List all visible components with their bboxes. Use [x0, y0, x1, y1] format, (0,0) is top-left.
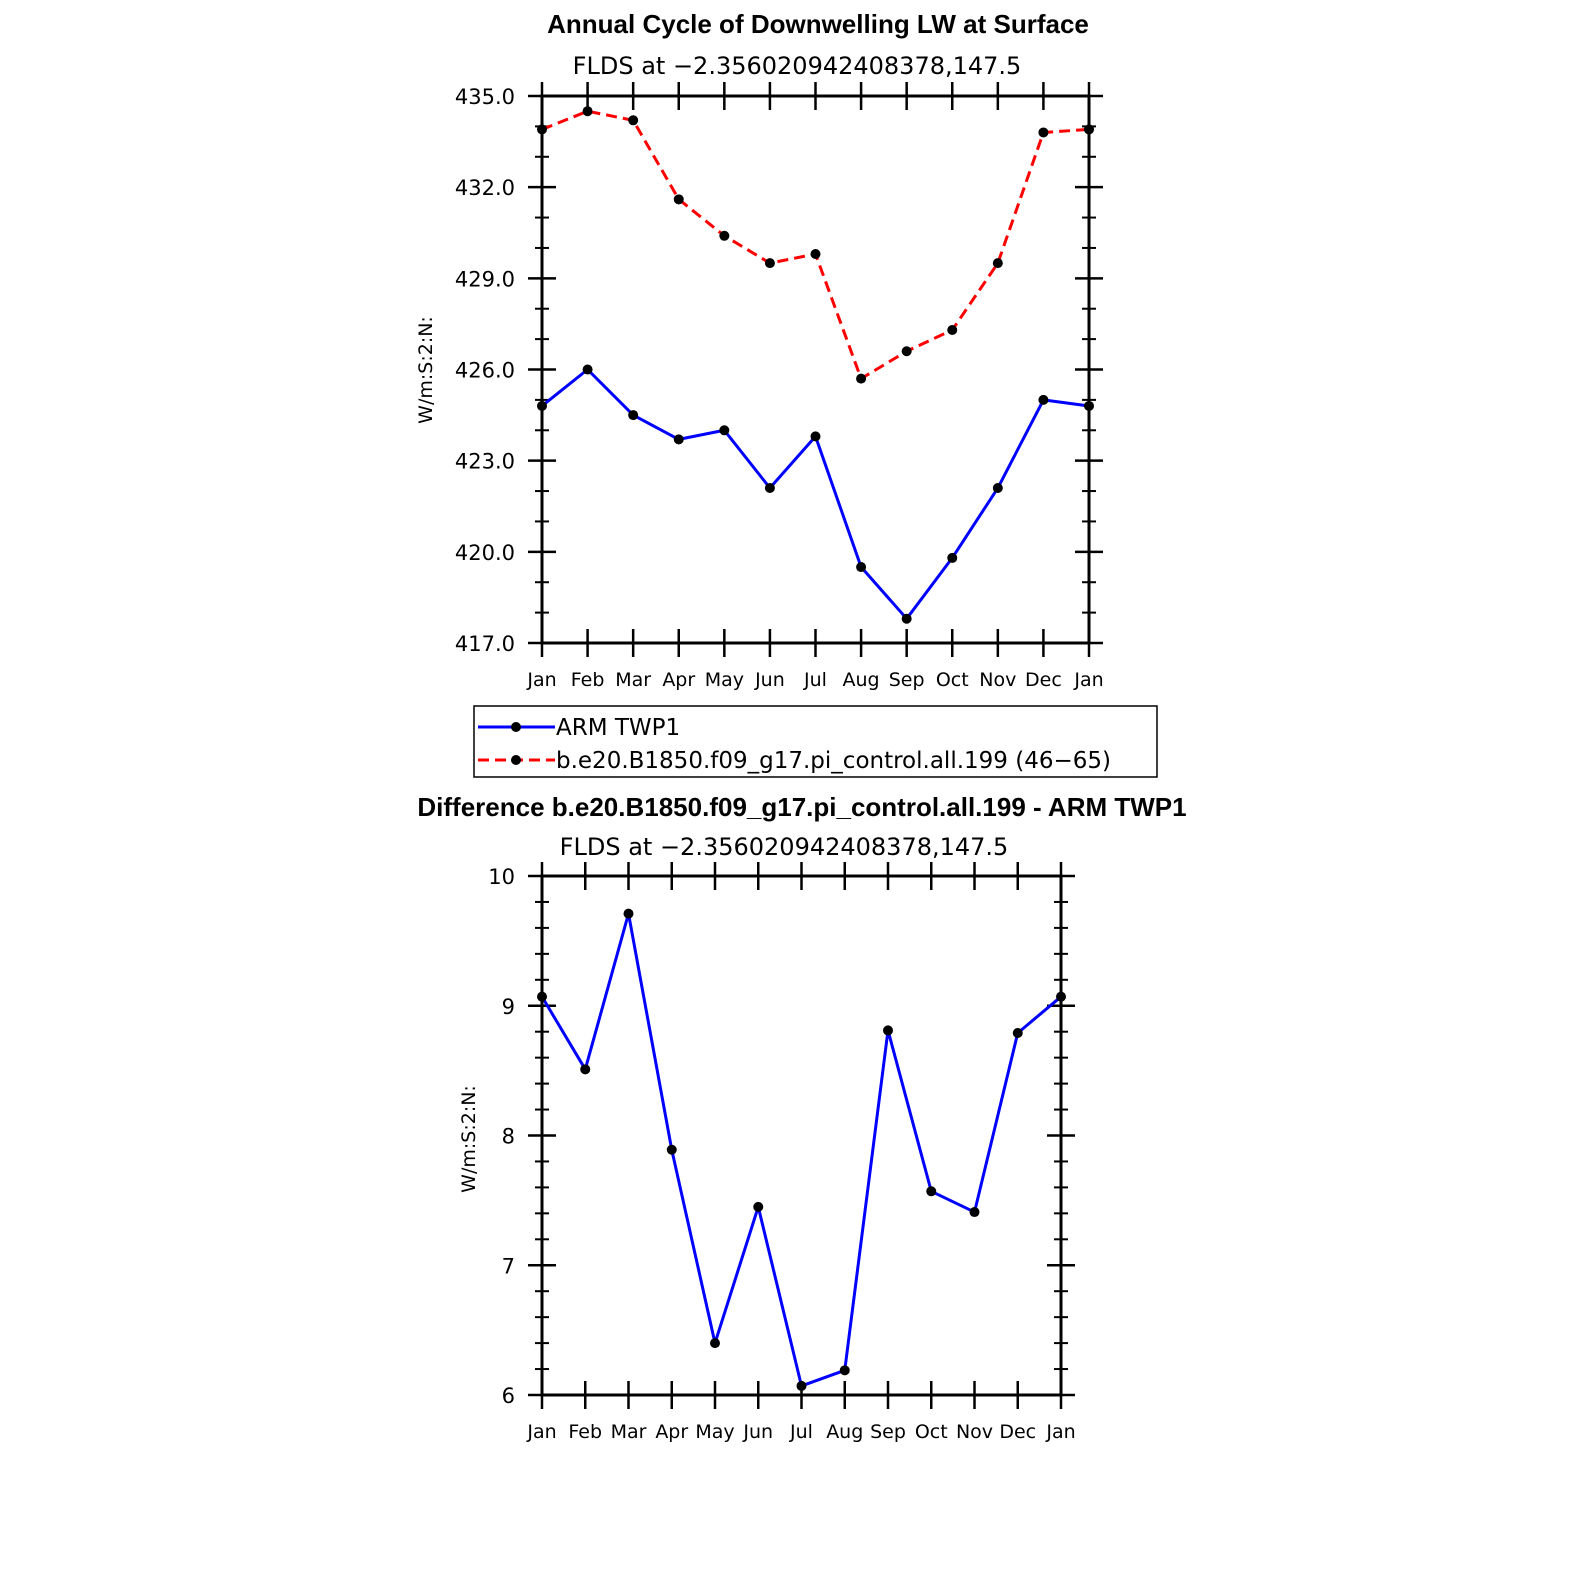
- x-tick-label: Jul: [803, 669, 827, 691]
- data-point: [1056, 991, 1066, 1002]
- chart2-ylabel: W/m:S:2:N:: [458, 1085, 480, 1193]
- x-tick-label: Apr: [655, 1421, 688, 1443]
- y-tick-label: 417.0: [455, 632, 515, 656]
- data-point: [673, 194, 684, 205]
- data-point: [719, 230, 730, 241]
- data-point: [1038, 394, 1049, 405]
- x-tick-label: May: [705, 669, 744, 691]
- data-point: [582, 364, 593, 375]
- data-point: [764, 483, 775, 494]
- series-line-1: [541, 109, 1090, 381]
- data-point: [628, 115, 639, 126]
- x-tick-label: Jan: [1073, 669, 1103, 691]
- data-point: [1012, 1027, 1023, 1038]
- data-point: [947, 552, 958, 563]
- chart2-subtitle: FLDS at −2.356020942408378,147.5: [560, 833, 1009, 861]
- x-tick-label: Oct: [936, 669, 969, 691]
- y-tick-label: 423.0: [455, 450, 515, 474]
- data-point: [764, 258, 775, 269]
- data-point: [666, 1144, 677, 1155]
- y-tick-label: 420.0: [455, 541, 515, 565]
- chart1-ylabel: W/m:S:2:N:: [415, 316, 437, 424]
- data-point: [856, 562, 867, 573]
- data-point: [580, 1064, 591, 1075]
- data-point: [856, 373, 867, 384]
- data-point: [537, 991, 547, 1002]
- chart1-subtitle: FLDS at −2.356020942408378,147.5: [573, 52, 1022, 80]
- chart1-title: Annual Cycle of Downwelling LW at Surfac…: [547, 9, 1089, 39]
- chart1-plot: 417.0 420.0 423.0 426.0 429.0 432.0 435.0 Jan Fe…: [455, 82, 1104, 691]
- x-tick-label: Aug: [843, 669, 880, 691]
- x-tick-label: Feb: [568, 1421, 602, 1443]
- data-point: [537, 124, 547, 135]
- plot-frame: [540, 94, 1091, 645]
- data-point: [1084, 124, 1094, 135]
- data-point: [1084, 400, 1094, 411]
- data-point: [992, 483, 1003, 494]
- x-tick-label: Mar: [611, 1421, 647, 1443]
- legend-label-model: b.e20.B1850.f09_g17.pi_control.all.199 (…: [556, 748, 1111, 774]
- chart2-plot: 6 7 8 9 10 Jan Feb Mar Apr May Jun Jul Aug Sep Oct Nov D…: [488, 862, 1076, 1443]
- x-tick-label: Dec: [1025, 669, 1062, 691]
- data-point: [628, 410, 639, 421]
- data-point: [582, 106, 593, 117]
- x-tick-label: Jan: [1045, 1421, 1075, 1443]
- data-point: [810, 249, 821, 260]
- x-tick-label: Sep: [870, 1421, 906, 1443]
- y-tick-label: 435.0: [455, 85, 515, 109]
- x-tick-label: Jun: [754, 669, 785, 691]
- legend-marker-model: [511, 755, 521, 765]
- x-tick-label: Jul: [789, 1421, 813, 1443]
- data-point: [992, 258, 1003, 269]
- x-tick-label: Sep: [889, 669, 925, 691]
- series-line-0: [540, 912, 1062, 1388]
- data-point: [810, 431, 821, 442]
- y-tick-label: 432.0: [455, 176, 515, 200]
- data-point: [839, 1365, 850, 1376]
- data-point: [947, 324, 958, 335]
- legend-label-arm: ARM TWP1: [556, 715, 680, 741]
- data-point: [623, 908, 634, 919]
- data-point: [796, 1380, 807, 1391]
- x-tick-label: Jun: [742, 1421, 773, 1443]
- data-point: [926, 1186, 937, 1197]
- legend-marker-arm: [511, 722, 521, 732]
- data-point: [673, 434, 684, 445]
- y-tick-label: 7: [502, 1254, 515, 1278]
- data-point: [1038, 127, 1049, 138]
- x-tick-label: Mar: [615, 669, 651, 691]
- x-tick-label: Apr: [662, 669, 695, 691]
- legend: ARM TWP1 b.e20.B1850.f09_g17.pi_control.…: [473, 705, 1158, 778]
- data-point: [901, 613, 912, 624]
- legend-box: [473, 705, 1158, 778]
- y-tick-label: 429.0: [455, 267, 515, 291]
- x-tick-label: Jan: [526, 669, 556, 691]
- x-tick-label: Aug: [826, 1421, 863, 1443]
- x-tick-label: Feb: [571, 669, 605, 691]
- data-point: [753, 1201, 764, 1212]
- data-point: [901, 346, 912, 357]
- x-tick-label: Dec: [999, 1421, 1036, 1443]
- y-tick-label: 8: [502, 1125, 515, 1149]
- series-line-0: [541, 368, 1090, 621]
- y-tick-label: 6: [502, 1384, 515, 1408]
- y-tick-label: 9: [502, 995, 515, 1019]
- data-point: [537, 400, 547, 411]
- x-tick-label: Oct: [915, 1421, 948, 1443]
- data-point: [710, 1338, 720, 1349]
- plot-frame: [540, 874, 1063, 1397]
- x-tick-label: May: [695, 1421, 734, 1443]
- x-tick-label: Nov: [979, 669, 1016, 691]
- data-point: [969, 1207, 980, 1218]
- y-tick-label: 426.0: [455, 359, 515, 383]
- x-tick-label: Nov: [956, 1421, 993, 1443]
- data-point: [719, 425, 730, 436]
- x-tick-label: Jan: [526, 1421, 556, 1443]
- y-tick-label: 10: [488, 865, 515, 889]
- data-point: [883, 1025, 893, 1036]
- chart2-title: Difference b.e20.B1850.f09_g17.pi_contro…: [417, 792, 1186, 822]
